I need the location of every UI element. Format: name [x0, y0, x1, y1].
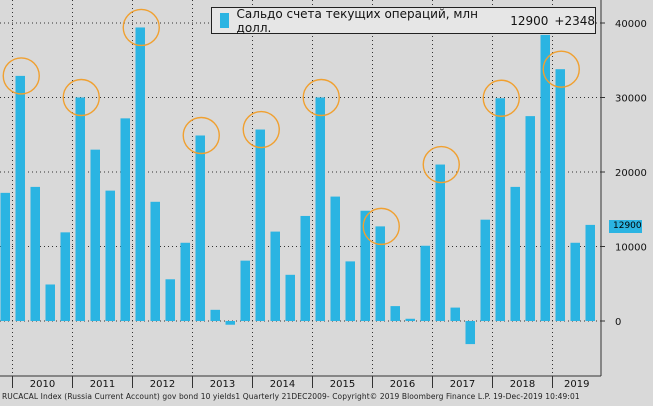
y-tick-label: 40000 — [615, 19, 647, 30]
bar — [210, 309, 220, 321]
highlight-circle — [182, 116, 220, 155]
bar — [75, 97, 85, 321]
highlight-circle — [422, 145, 460, 184]
bar — [435, 164, 445, 321]
x-tick-labels: 2010 2011 2012 2013 2014 2015 2016 2017 2018 2019 — [12, 376, 589, 390]
bar — [360, 210, 370, 321]
x-tick-label: 2012 — [150, 379, 175, 390]
bar — [330, 196, 340, 321]
y-tick-labels: 0 10000 20000 30000 40000 — [601, 19, 647, 328]
bar — [15, 75, 25, 322]
last-value-tag: 12900 — [609, 220, 642, 233]
bar — [405, 318, 415, 321]
bar — [60, 232, 70, 321]
bar — [450, 307, 460, 321]
axes — [0, 0, 602, 377]
bar — [135, 27, 145, 321]
x-tick-label: 2010 — [30, 379, 55, 390]
bar — [180, 242, 190, 321]
highlight-circle — [242, 110, 280, 149]
x-tick-label: 2011 — [90, 379, 115, 390]
bar — [495, 98, 505, 322]
bar — [390, 306, 400, 321]
bar — [150, 201, 160, 321]
bar — [420, 245, 430, 321]
highlight-circle — [2, 57, 40, 95]
highlight-circle — [302, 78, 340, 117]
bar — [300, 215, 310, 321]
bar — [105, 190, 115, 321]
bar — [540, 34, 550, 322]
highlight-circle — [482, 79, 520, 117]
footer-text: RUCACAL Index (Russia Current Account) g… — [2, 392, 580, 401]
highlight-circles — [2, 8, 580, 246]
x-tick-label: 2014 — [270, 379, 295, 390]
bar — [570, 242, 580, 321]
bar — [510, 186, 520, 321]
x-tick-label: 2017 — [450, 379, 475, 390]
legend-last-value: 12900 — [510, 13, 549, 28]
bar — [0, 192, 10, 321]
bar — [285, 274, 295, 321]
y-tick-label: 20000 — [615, 168, 647, 179]
x-tick-label: 2016 — [390, 379, 415, 390]
bar — [120, 118, 130, 321]
bar — [45, 284, 55, 321]
bar — [585, 224, 595, 321]
legend: Сальдо счета текущих операций, млн долл.… — [211, 6, 596, 35]
y-tick-label: 10000 — [615, 243, 647, 254]
highlight-circle — [62, 78, 100, 117]
bar — [480, 219, 490, 321]
bar — [240, 260, 250, 321]
bar — [225, 321, 235, 325]
y-tick-label: 0 — [615, 317, 621, 328]
x-tick-label: 2019 — [564, 379, 589, 390]
bar — [270, 231, 280, 321]
bar — [195, 135, 205, 321]
bar — [90, 149, 100, 321]
highlight-circle — [362, 207, 400, 246]
y-tick-label: 30000 — [615, 94, 647, 105]
bar — [315, 97, 325, 321]
bars — [0, 27, 595, 345]
legend-change: +2348 — [554, 13, 595, 28]
bar — [345, 261, 355, 321]
bar — [165, 279, 175, 321]
x-tick-label: 2013 — [210, 379, 235, 390]
bar — [465, 321, 475, 345]
x-tick-label: 2018 — [510, 379, 535, 390]
legend-series-name: Сальдо счета текущих операций, млн долл. — [236, 6, 478, 35]
bar — [255, 129, 265, 321]
legend-swatch — [220, 13, 229, 28]
highlight-circle — [122, 8, 160, 47]
highlight-circle — [542, 50, 580, 88]
bar — [525, 116, 535, 321]
bar — [30, 186, 40, 321]
x-tick-label: 2015 — [330, 379, 355, 390]
bar — [375, 226, 385, 321]
bar — [555, 69, 565, 321]
